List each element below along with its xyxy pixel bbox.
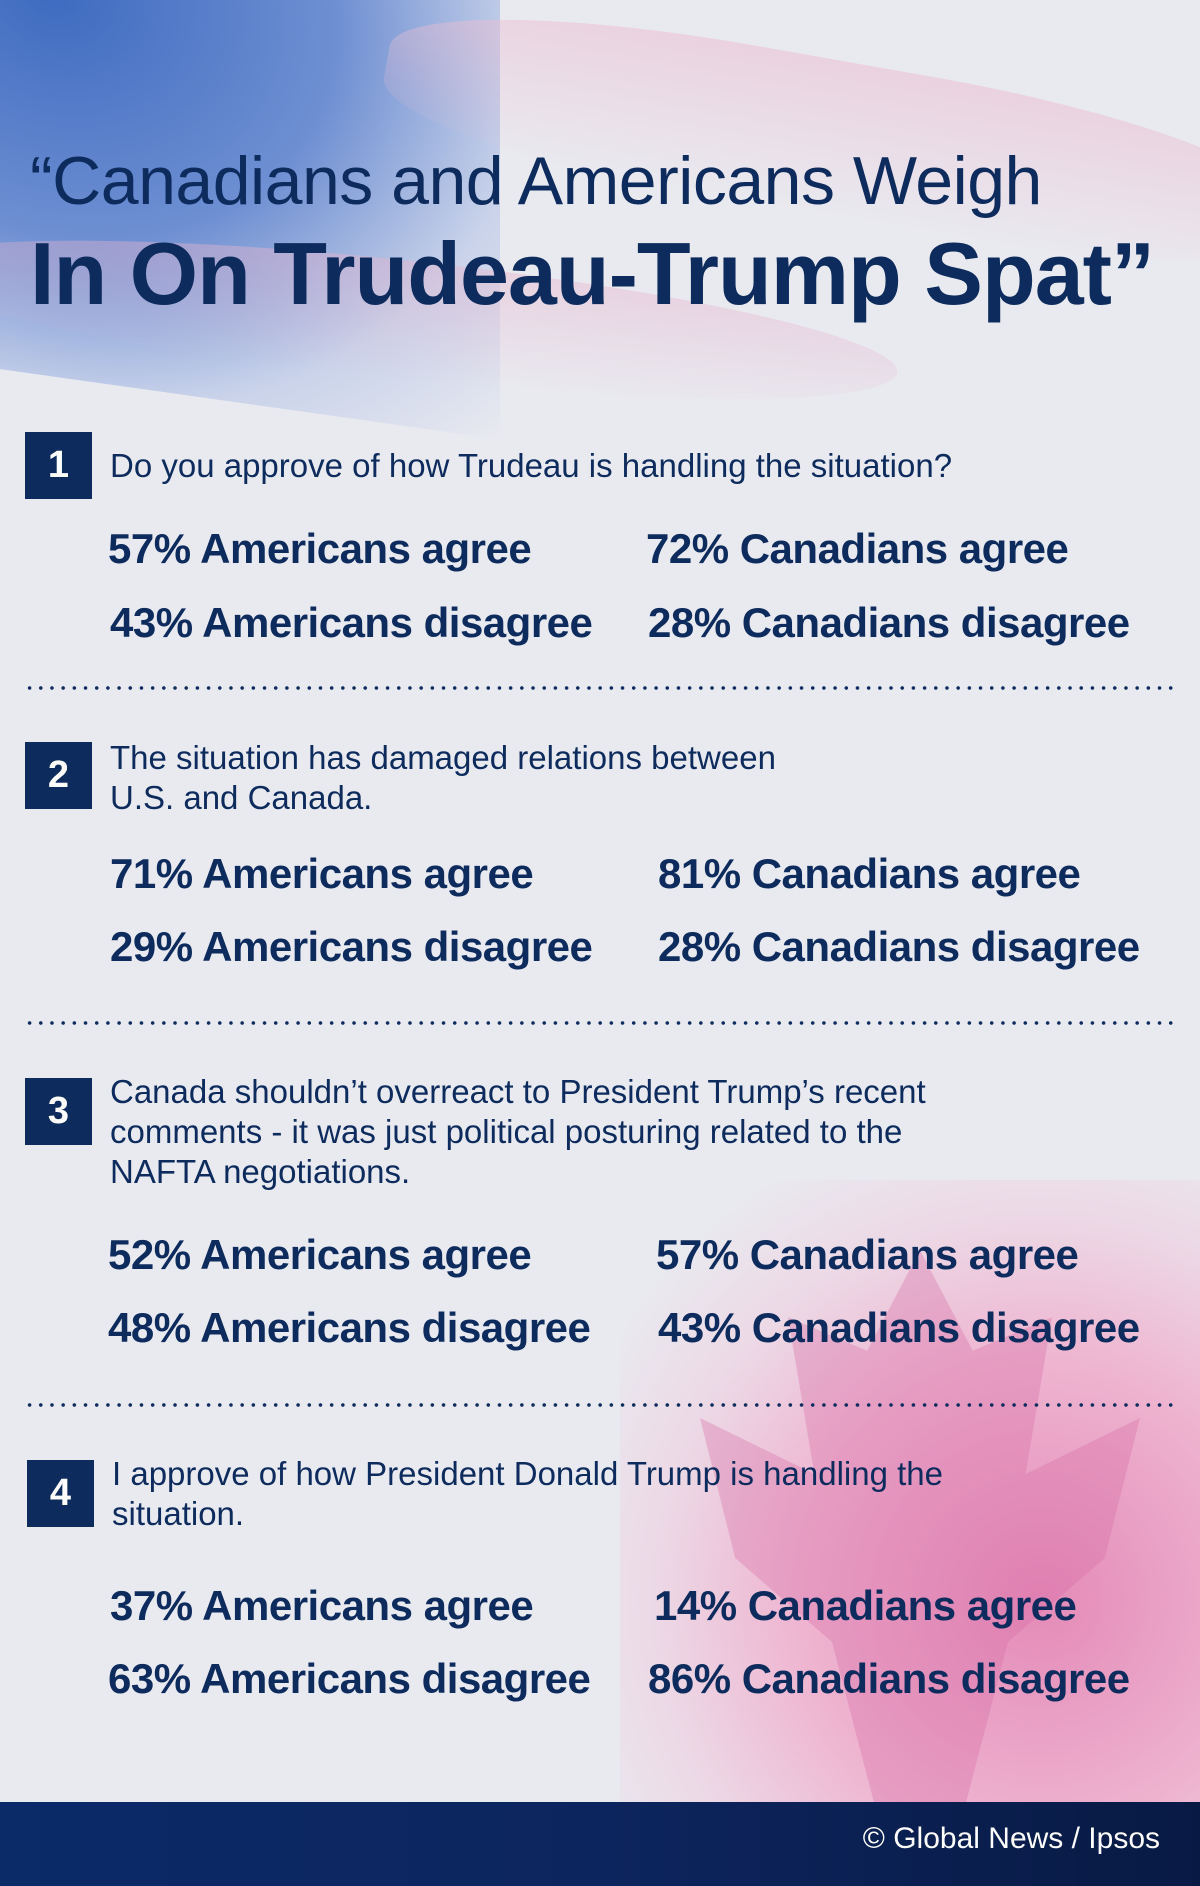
americans-disagree: 29% Americans disagree — [110, 923, 593, 970]
question-line: comments - it was just political posturi… — [110, 1113, 903, 1150]
canadians-disagree: 86% Canadians disagree — [648, 1655, 1130, 1702]
question-line: U.S. and Canada. — [110, 779, 373, 816]
dotted-divider — [24, 1021, 1174, 1025]
question-text: Canada shouldn’t overreact to President … — [110, 1072, 1090, 1192]
americans-agree: 71% Americans agree — [110, 850, 534, 897]
americans-agree: 52% Americans agree — [108, 1231, 532, 1278]
question-number-badge: 3 — [25, 1078, 92, 1145]
question-number-badge: 2 — [25, 742, 92, 809]
title-line-2: In On Trudeau-Trump Spat” — [30, 224, 1155, 323]
question-line: I approve of how President Donald Trump … — [112, 1455, 943, 1492]
question-line: Do you approve of how Trudeau is handlin… — [110, 447, 953, 484]
question-number-badge: 4 — [27, 1460, 94, 1527]
canada-flag-graphic — [620, 1180, 1200, 1880]
question-line: Canada shouldn’t overreact to President … — [110, 1073, 926, 1110]
dotted-divider — [24, 1403, 1174, 1407]
source-credit: © Global News / Ipsos — [862, 1822, 1160, 1855]
question-text: I approve of how President Donald Trump … — [112, 1454, 1092, 1534]
page-title: “Canadians and Americans Weigh In On Tru… — [30, 138, 1190, 324]
canadians-agree: 57% Canadians agree — [656, 1231, 1079, 1278]
question-text: The situation has damaged relations betw… — [110, 738, 1090, 818]
canadians-disagree: 28% Canadians disagree — [648, 599, 1130, 646]
question-text: Do you approve of how Trudeau is handlin… — [110, 446, 1090, 486]
canadians-disagree: 28% Canadians disagree — [658, 923, 1140, 970]
footer-bar: © Global News / Ipsos — [0, 1802, 1200, 1886]
canadians-agree: 14% Canadians agree — [654, 1582, 1077, 1629]
dotted-divider — [24, 686, 1174, 690]
americans-disagree: 63% Americans disagree — [108, 1655, 591, 1702]
title-line-1: “Canadians and Americans Weigh — [30, 143, 1042, 219]
americans-agree: 57% Americans agree — [108, 525, 532, 572]
question-line: NAFTA negotiations. — [110, 1153, 411, 1190]
question-number-badge: 1 — [25, 432, 92, 499]
americans-disagree: 43% Americans disagree — [110, 599, 593, 646]
canadians-agree: 72% Canadians agree — [646, 525, 1069, 572]
americans-agree: 37% Americans agree — [110, 1582, 534, 1629]
canadians-disagree: 43% Canadians disagree — [658, 1304, 1140, 1351]
americans-disagree: 48% Americans disagree — [108, 1304, 591, 1351]
question-line: The situation has damaged relations betw… — [110, 739, 776, 776]
question-line: situation. — [112, 1495, 245, 1532]
canadians-agree: 81% Canadians agree — [658, 850, 1081, 897]
